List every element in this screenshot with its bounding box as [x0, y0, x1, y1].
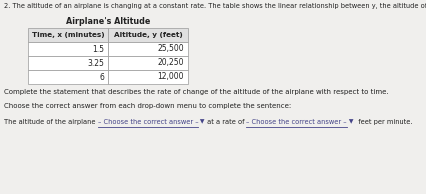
Text: 12,000: 12,000: [158, 73, 184, 81]
Bar: [28, 56, 108, 70]
Text: 25,500: 25,500: [157, 44, 184, 54]
Text: Time, x (minutes): Time, x (minutes): [32, 32, 104, 38]
Text: Choose the correct answer from each drop-down menu to complete the sentence:: Choose the correct answer from each drop…: [4, 103, 291, 109]
Bar: [108, 42, 188, 56]
Bar: [28, 42, 108, 56]
Text: ▼: ▼: [198, 119, 205, 124]
Text: Complete the statement that describes the rate of change of the altitude of the : Complete the statement that describes th…: [4, 89, 389, 95]
Bar: [108, 56, 188, 70]
Text: – Choose the correct answer –: – Choose the correct answer –: [246, 119, 347, 125]
Text: 20,250: 20,250: [158, 59, 184, 68]
Text: 1.5: 1.5: [92, 44, 104, 54]
Text: ▼: ▼: [347, 119, 354, 124]
Text: The altitude of the airplane: The altitude of the airplane: [4, 119, 98, 125]
Bar: [28, 70, 108, 84]
Text: 6: 6: [99, 73, 104, 81]
Text: at a rate of: at a rate of: [205, 119, 246, 125]
Bar: [108, 28, 188, 42]
Text: 2. The altitude of an airplane is changing at a constant rate. The table shows t: 2. The altitude of an airplane is changi…: [4, 3, 426, 9]
Text: feet per minute.: feet per minute.: [354, 119, 412, 125]
Bar: [108, 70, 188, 84]
Text: – Choose the correct answer –: – Choose the correct answer –: [98, 119, 198, 125]
Bar: [28, 28, 108, 42]
Text: 3.25: 3.25: [87, 59, 104, 68]
Text: Altitude, y (feet): Altitude, y (feet): [114, 32, 182, 38]
Text: Airplane's Altitude: Airplane's Altitude: [66, 17, 150, 26]
